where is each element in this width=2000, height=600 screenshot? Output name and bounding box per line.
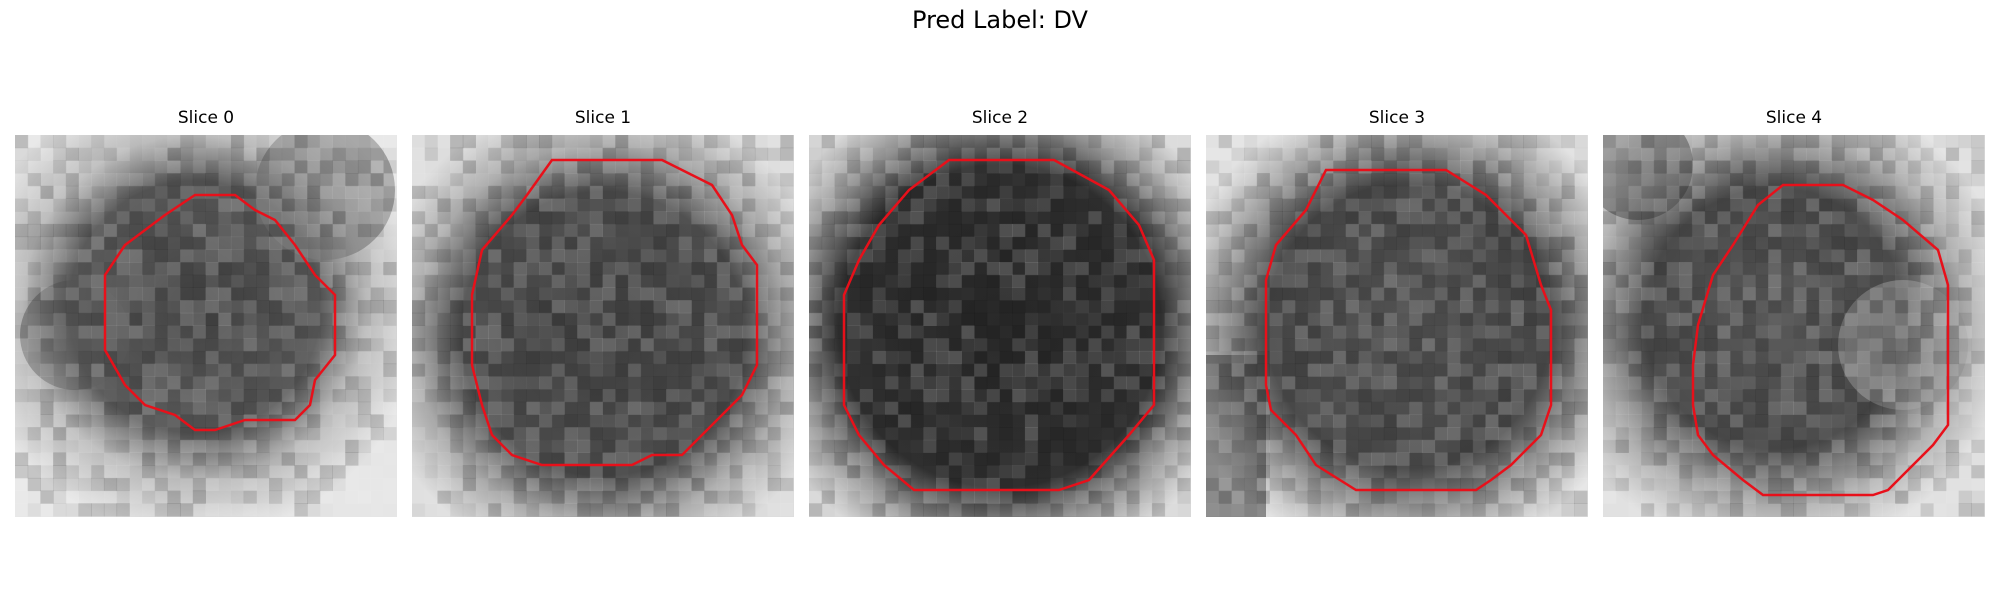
slice-0-title: Slice 0 [177,108,235,128]
slice-1-panel [412,135,794,517]
slice-0-contour [103,193,337,432]
slice-4-image [1603,135,1985,517]
slice-1-contour [470,158,759,467]
slice-1-image [412,135,794,517]
slice-2-contour [842,158,1156,492]
slice-1-title: Slice 1 [574,108,632,128]
slice-2-image [809,135,1191,517]
slice-0-image [15,135,397,517]
slice-3-title: Slice 3 [1368,108,1426,128]
slice-0-panel [15,135,397,517]
slice-3-contour [1264,168,1553,492]
slice-2-panel [809,135,1191,517]
slice-4-panel [1603,135,1985,517]
slice-4-contour [1691,183,1950,497]
slice-4-title: Slice 4 [1765,108,1823,128]
slice-3-panel [1206,135,1588,517]
slice-3-image [1206,135,1588,517]
slice-2-title: Slice 2 [971,108,1029,128]
figure-title: Pred Label: DV [912,6,1088,34]
